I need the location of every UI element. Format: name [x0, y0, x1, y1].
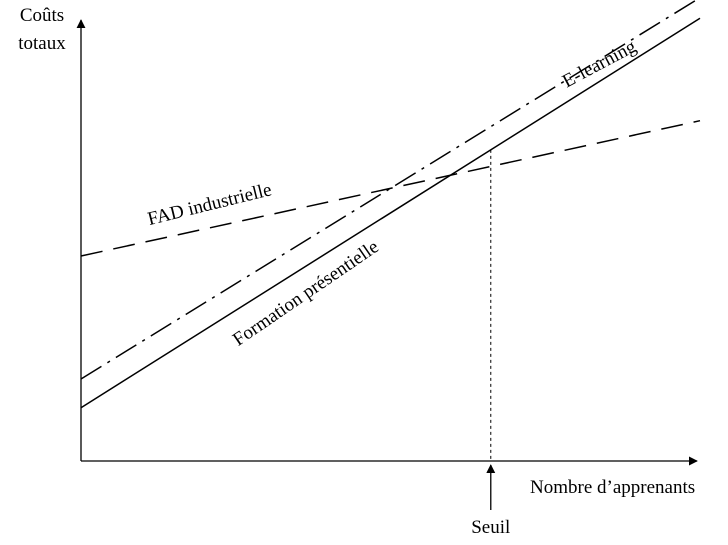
series-layer	[80, 0, 701, 409]
series-line-e-learning	[80, 0, 698, 380]
y-axis-label-line-2: totaux	[18, 33, 66, 54]
threshold-label: Seuil	[471, 517, 510, 538]
series-label-fad-industrielle: FAD industrielle	[146, 179, 274, 230]
series-line-formation-presentielle	[80, 17, 701, 409]
y-axis-label: Coûts totaux	[18, 5, 66, 54]
series-line-fad-industrielle	[80, 119, 701, 257]
series-label-formation-presentielle: Formation présentielle	[229, 236, 382, 350]
y-axis-label-line-1: Coûts	[20, 5, 64, 26]
x-axis-label: Nombre d’apprenants	[530, 477, 695, 498]
